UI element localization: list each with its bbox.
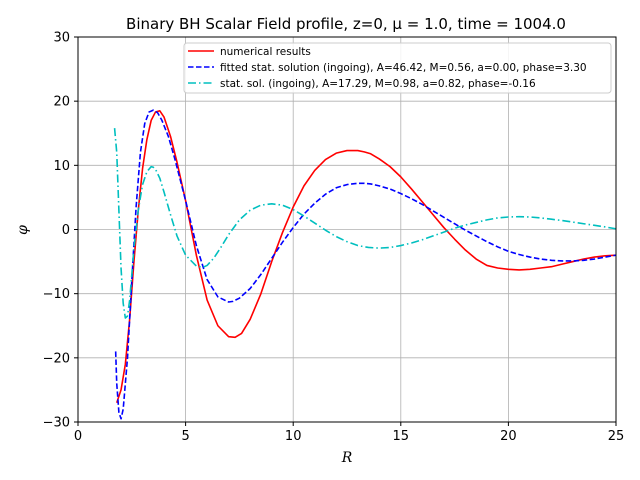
series-line-1: [114, 109, 616, 420]
legend-label-2: stat. sol. (ingoing), A=17.29, M=0.98, a…: [220, 78, 536, 90]
x-tick-label: 20: [500, 429, 517, 444]
plot-frame: [77, 36, 617, 423]
series-layer: [113, 109, 616, 420]
x-tick-label: 10: [285, 429, 302, 444]
x-axis-label: R: [341, 450, 353, 466]
legend: numerical results fitted stat. solution (…: [183, 42, 612, 94]
y-tick-label: −30: [43, 416, 70, 431]
chart-title: Binary BH Scalar Field profile, z=0, μ =…: [126, 15, 566, 33]
x-tick-label: 5: [181, 429, 189, 444]
y-tick-label: 20: [53, 95, 70, 110]
y-tick-label: −20: [43, 351, 70, 366]
y-tick-label: 0: [62, 223, 70, 238]
x-tick-label: 15: [393, 429, 410, 444]
legend-label-0: numerical results: [220, 46, 311, 58]
series-line-0: [115, 109, 616, 404]
grid: [77, 36, 617, 423]
y-tick-label: 30: [53, 31, 70, 46]
legend-label-1: fitted stat. solution (ingoing), A=46.42…: [220, 62, 587, 74]
y-tick-label: −10: [43, 287, 70, 302]
y-axis-label: φ: [15, 225, 31, 235]
y-tick-label: 10: [53, 159, 70, 174]
legend-box: [183, 42, 612, 94]
x-tick-label: 25: [608, 429, 625, 444]
axis-ticks: 0 5 10 15 20 25 −30 −20 −10 0 10 20 30: [43, 31, 625, 445]
series-line-2: [113, 128, 616, 319]
x-tick-label: 0: [74, 429, 82, 444]
